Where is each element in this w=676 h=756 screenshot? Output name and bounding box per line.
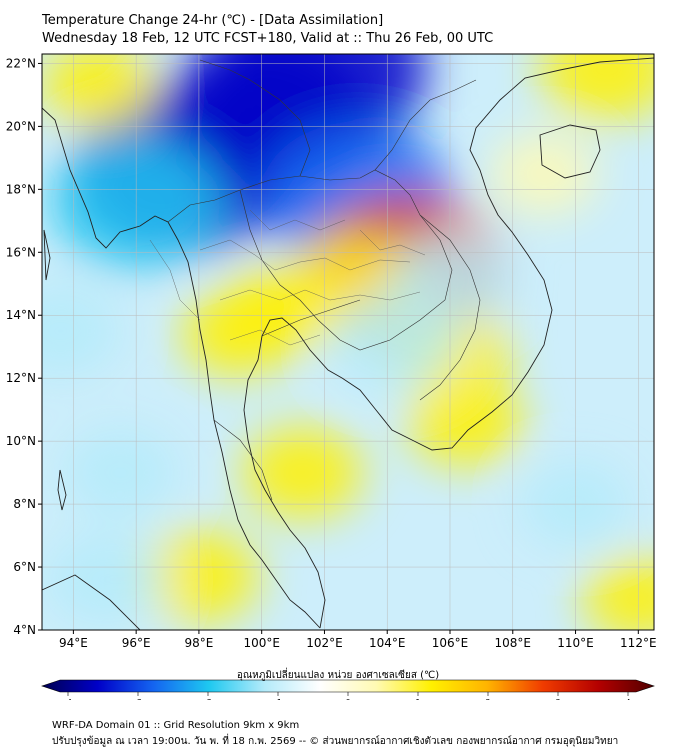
lon-label: 102°E bbox=[306, 636, 343, 650]
colorbar-ticks: -4 -3 -2 -1 0 1 2 3 4 bbox=[64, 692, 631, 700]
lat-label: 12°N bbox=[6, 371, 36, 385]
footer-credit: ปรับปรุงข้อมูล ณ เวลา 19:00น. วัน พ. ที่… bbox=[52, 736, 619, 747]
lon-label: 112°E bbox=[620, 636, 657, 650]
axis-ticks bbox=[38, 62, 639, 634]
colorbar-tick-label: -3 bbox=[134, 698, 142, 700]
lat-label: 4°N bbox=[13, 623, 36, 637]
lat-label: 14°N bbox=[6, 308, 36, 322]
field-anomaly bbox=[242, 426, 363, 519]
longitude-labels: 94°E 96°E 98°E 100°E 102°E 104°E 106°E 108°E 110… bbox=[59, 636, 657, 650]
field-anomaly bbox=[62, 428, 179, 518]
coastlines bbox=[42, 57, 654, 630]
field-anomaly bbox=[181, 291, 292, 377]
colorbar-title: อุณหภูมิเปลี่ยนแปลง หน่วย องศาเซลเซียส (… bbox=[236, 670, 440, 681]
lon-label: 100°E bbox=[243, 636, 280, 650]
country-borders bbox=[167, 59, 481, 501]
field-anomaly bbox=[44, 533, 165, 626]
field-anomaly bbox=[407, 377, 524, 467]
province-borders bbox=[149, 209, 426, 346]
colorbar-tick-label: 3 bbox=[555, 698, 560, 700]
colorbar-tick-label: 4 bbox=[625, 698, 630, 700]
colorbar-tick-label: -4 bbox=[64, 698, 72, 700]
field-anomaly bbox=[42, 284, 121, 378]
lat-label: 18°N bbox=[6, 182, 36, 196]
colorbar: -4 -3 -2 -1 0 1 2 3 4 bbox=[41, 679, 655, 700]
lon-label: 106°E bbox=[432, 636, 469, 650]
lat-label: 6°N bbox=[13, 560, 36, 574]
field-anomaly bbox=[491, 132, 598, 215]
lon-label: 104°E bbox=[369, 636, 406, 650]
colorbar-tick-label: 2 bbox=[485, 698, 490, 700]
temperature-change-map: 22°N 20°N 18°N 16°N 14°N 12°N 10°N 8°N 6°N 4°N 94… bbox=[6, 53, 657, 700]
lon-label: 94°E bbox=[59, 636, 88, 650]
field-anomaly bbox=[42, 54, 157, 130]
map-title: Temperature Change 24-hr (℃) - [Data Ass… bbox=[42, 13, 384, 28]
latitude-labels: 22°N 20°N 18°N 16°N 14°N 12°N 10°N 8°N 6°N 4°N bbox=[6, 56, 36, 637]
lon-label: 96°E bbox=[122, 636, 151, 650]
lat-label: 22°N bbox=[6, 56, 36, 70]
colorbar-tick-label: -1 bbox=[274, 698, 282, 700]
colorbar-tick-label: 0 bbox=[345, 698, 350, 700]
lon-label: 110°E bbox=[557, 636, 594, 650]
colorbar-bar bbox=[41, 679, 655, 693]
field-anomaly bbox=[582, 555, 654, 630]
colorbar-tick-label: 1 bbox=[415, 698, 420, 700]
lon-label: 108°E bbox=[495, 636, 532, 650]
footer-model-info: WRF-DA Domain 01 :: Grid Resolution 9km … bbox=[52, 720, 300, 731]
lon-label: 98°E bbox=[184, 636, 213, 650]
field-anomaly bbox=[539, 54, 654, 122]
map-subtitle: Wednesday 18 Feb, 12 UTC FCST+180, Valid… bbox=[42, 31, 494, 46]
map-border bbox=[41, 53, 655, 631]
lat-label: 20°N bbox=[6, 119, 36, 133]
lat-label: 10°N bbox=[6, 434, 36, 448]
graticule bbox=[42, 54, 654, 630]
colorbar-tick-label: -2 bbox=[204, 698, 212, 700]
lat-label: 8°N bbox=[13, 497, 36, 511]
lat-label: 16°N bbox=[6, 245, 36, 259]
